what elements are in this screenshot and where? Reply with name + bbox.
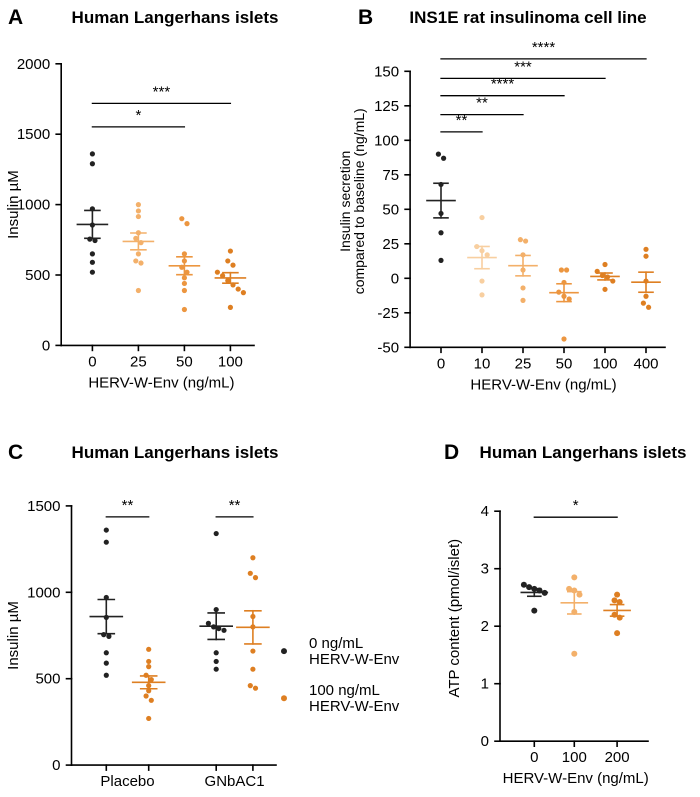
- svg-text:ATP content (pmol/islet): ATP content (pmol/islet): [446, 539, 463, 698]
- svg-text:*: *: [573, 497, 579, 514]
- svg-text:50: 50: [176, 353, 193, 370]
- svg-text:C: C: [8, 441, 23, 464]
- svg-text:50: 50: [382, 201, 399, 218]
- svg-text:150: 150: [374, 63, 399, 80]
- svg-text:A: A: [8, 6, 23, 29]
- svg-text:0: 0: [88, 353, 96, 370]
- svg-text:***: ***: [514, 58, 532, 75]
- svg-text:HERV-W-Env: HERV-W-Env: [309, 698, 400, 715]
- svg-text:50: 50: [556, 355, 573, 372]
- svg-text:**: **: [122, 497, 134, 514]
- svg-text:INS1E rat insulinoma cell line: INS1E rat insulinoma cell line: [409, 8, 646, 27]
- svg-text:125: 125: [374, 98, 399, 115]
- svg-text:10: 10: [474, 355, 491, 372]
- svg-text:400: 400: [633, 355, 658, 372]
- svg-text:Human Langerhans islets: Human Langerhans islets: [72, 8, 279, 27]
- svg-text:500: 500: [25, 267, 50, 284]
- svg-text:0: 0: [391, 270, 399, 287]
- svg-text:-25: -25: [377, 305, 399, 322]
- svg-text:HERV-W-Env: HERV-W-Env: [309, 651, 400, 668]
- svg-text:HERV-W-Env (ng/mL): HERV-W-Env (ng/mL): [503, 770, 649, 787]
- svg-text:**: **: [456, 112, 468, 129]
- svg-text:100: 100: [218, 353, 243, 370]
- svg-text:**: **: [229, 497, 241, 514]
- svg-text:Human Langerhans islets: Human Langerhans islets: [72, 443, 279, 462]
- svg-text:1: 1: [481, 676, 489, 693]
- svg-text:Placebo: Placebo: [100, 773, 154, 790]
- svg-text:3: 3: [481, 561, 489, 578]
- svg-text:0: 0: [437, 355, 445, 372]
- svg-text:4: 4: [481, 503, 489, 520]
- svg-text:HERV-W-Env (ng/mL): HERV-W-Env (ng/mL): [470, 376, 616, 393]
- svg-text:0 ng/mL: 0 ng/mL: [309, 635, 363, 652]
- svg-text:**: **: [476, 95, 488, 112]
- svg-text:***: ***: [153, 83, 171, 100]
- svg-text:25: 25: [382, 236, 399, 253]
- svg-text:compared to baseline (ng/mL): compared to baseline (ng/mL): [351, 108, 367, 294]
- svg-text:2000: 2000: [17, 56, 50, 73]
- svg-text:-50: -50: [377, 339, 399, 356]
- svg-text:Human Langerhans islets: Human Langerhans islets: [480, 443, 687, 462]
- svg-text:****: ****: [532, 39, 556, 56]
- svg-text:1000: 1000: [27, 584, 60, 601]
- svg-text:D: D: [444, 441, 459, 464]
- svg-text:Insulin µM: Insulin µM: [5, 170, 22, 239]
- svg-text:*: *: [135, 107, 141, 124]
- svg-text:200: 200: [605, 749, 630, 766]
- svg-text:100: 100: [592, 355, 617, 372]
- svg-text:25: 25: [130, 353, 147, 370]
- svg-text:B: B: [358, 6, 373, 29]
- svg-text:0: 0: [530, 749, 538, 766]
- svg-text:0: 0: [42, 337, 50, 354]
- svg-text:100: 100: [562, 749, 587, 766]
- svg-text:2: 2: [481, 618, 489, 635]
- svg-text:25: 25: [515, 355, 532, 372]
- svg-text:****: ****: [491, 76, 515, 93]
- svg-text:0: 0: [52, 757, 60, 774]
- svg-text:HERV-W-Env (ng/mL): HERV-W-Env (ng/mL): [88, 374, 234, 391]
- svg-text:Insulin µM: Insulin µM: [5, 601, 22, 670]
- svg-text:75: 75: [382, 167, 399, 184]
- svg-text:GNbAC1: GNbAC1: [205, 773, 265, 790]
- svg-text:1500: 1500: [17, 126, 50, 143]
- svg-text:100: 100: [374, 132, 399, 149]
- svg-text:1500: 1500: [27, 498, 60, 515]
- svg-text:100 ng/mL: 100 ng/mL: [309, 682, 380, 699]
- svg-text:0: 0: [481, 733, 489, 750]
- svg-text:500: 500: [35, 671, 60, 688]
